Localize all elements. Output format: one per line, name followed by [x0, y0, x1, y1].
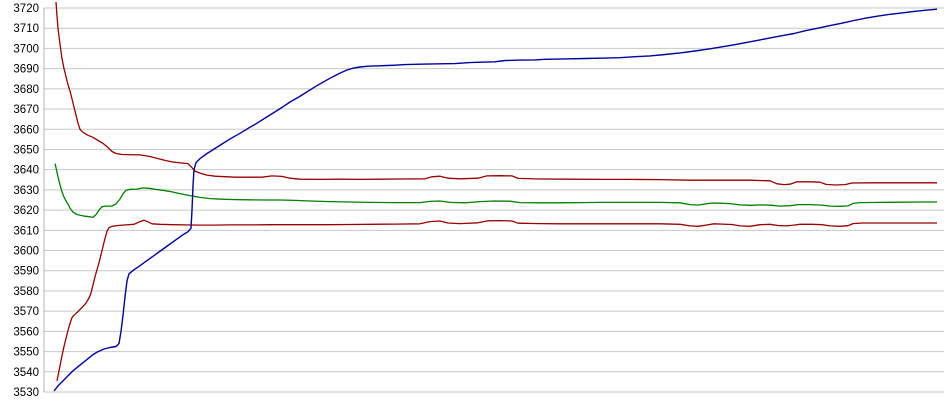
y-axis-tick-label: 3600	[13, 246, 39, 258]
lower-red-line	[56, 219, 937, 382]
y-axis-tick-label: 3530	[13, 387, 39, 399]
y-axis-tick-label: 3680	[13, 84, 39, 96]
y-axis-tick-label: 3620	[13, 205, 39, 217]
y-axis-tick-label: 3690	[13, 64, 39, 76]
y-axis-tick-label: 3550	[13, 347, 39, 359]
upper-red-line	[55, 1, 937, 186]
y-axis-tick-label: 3720	[13, 3, 39, 15]
y-axis-tick-label: 3640	[13, 165, 39, 177]
y-axis-tick-label: 3670	[13, 104, 39, 116]
y-axis-tick-label: 3610	[13, 225, 39, 237]
y-axis-tick-label: 3660	[13, 124, 39, 136]
green-line	[54, 163, 937, 219]
y-axis-tick-label: 3590	[13, 266, 39, 278]
y-axis-tick-label: 3650	[13, 144, 39, 156]
y-axis-tick-label: 3570	[13, 306, 39, 318]
y-axis-tick-label: 3630	[13, 185, 39, 197]
blue-line	[53, 8, 938, 392]
y-axis-tick-label: 3580	[13, 286, 39, 298]
y-axis-tick-label: 3560	[13, 326, 39, 338]
y-axis-tick-label: 3710	[13, 23, 39, 35]
y-axis-tick-label: 3700	[13, 43, 39, 55]
y-axis-tick-label: 3540	[13, 367, 39, 379]
